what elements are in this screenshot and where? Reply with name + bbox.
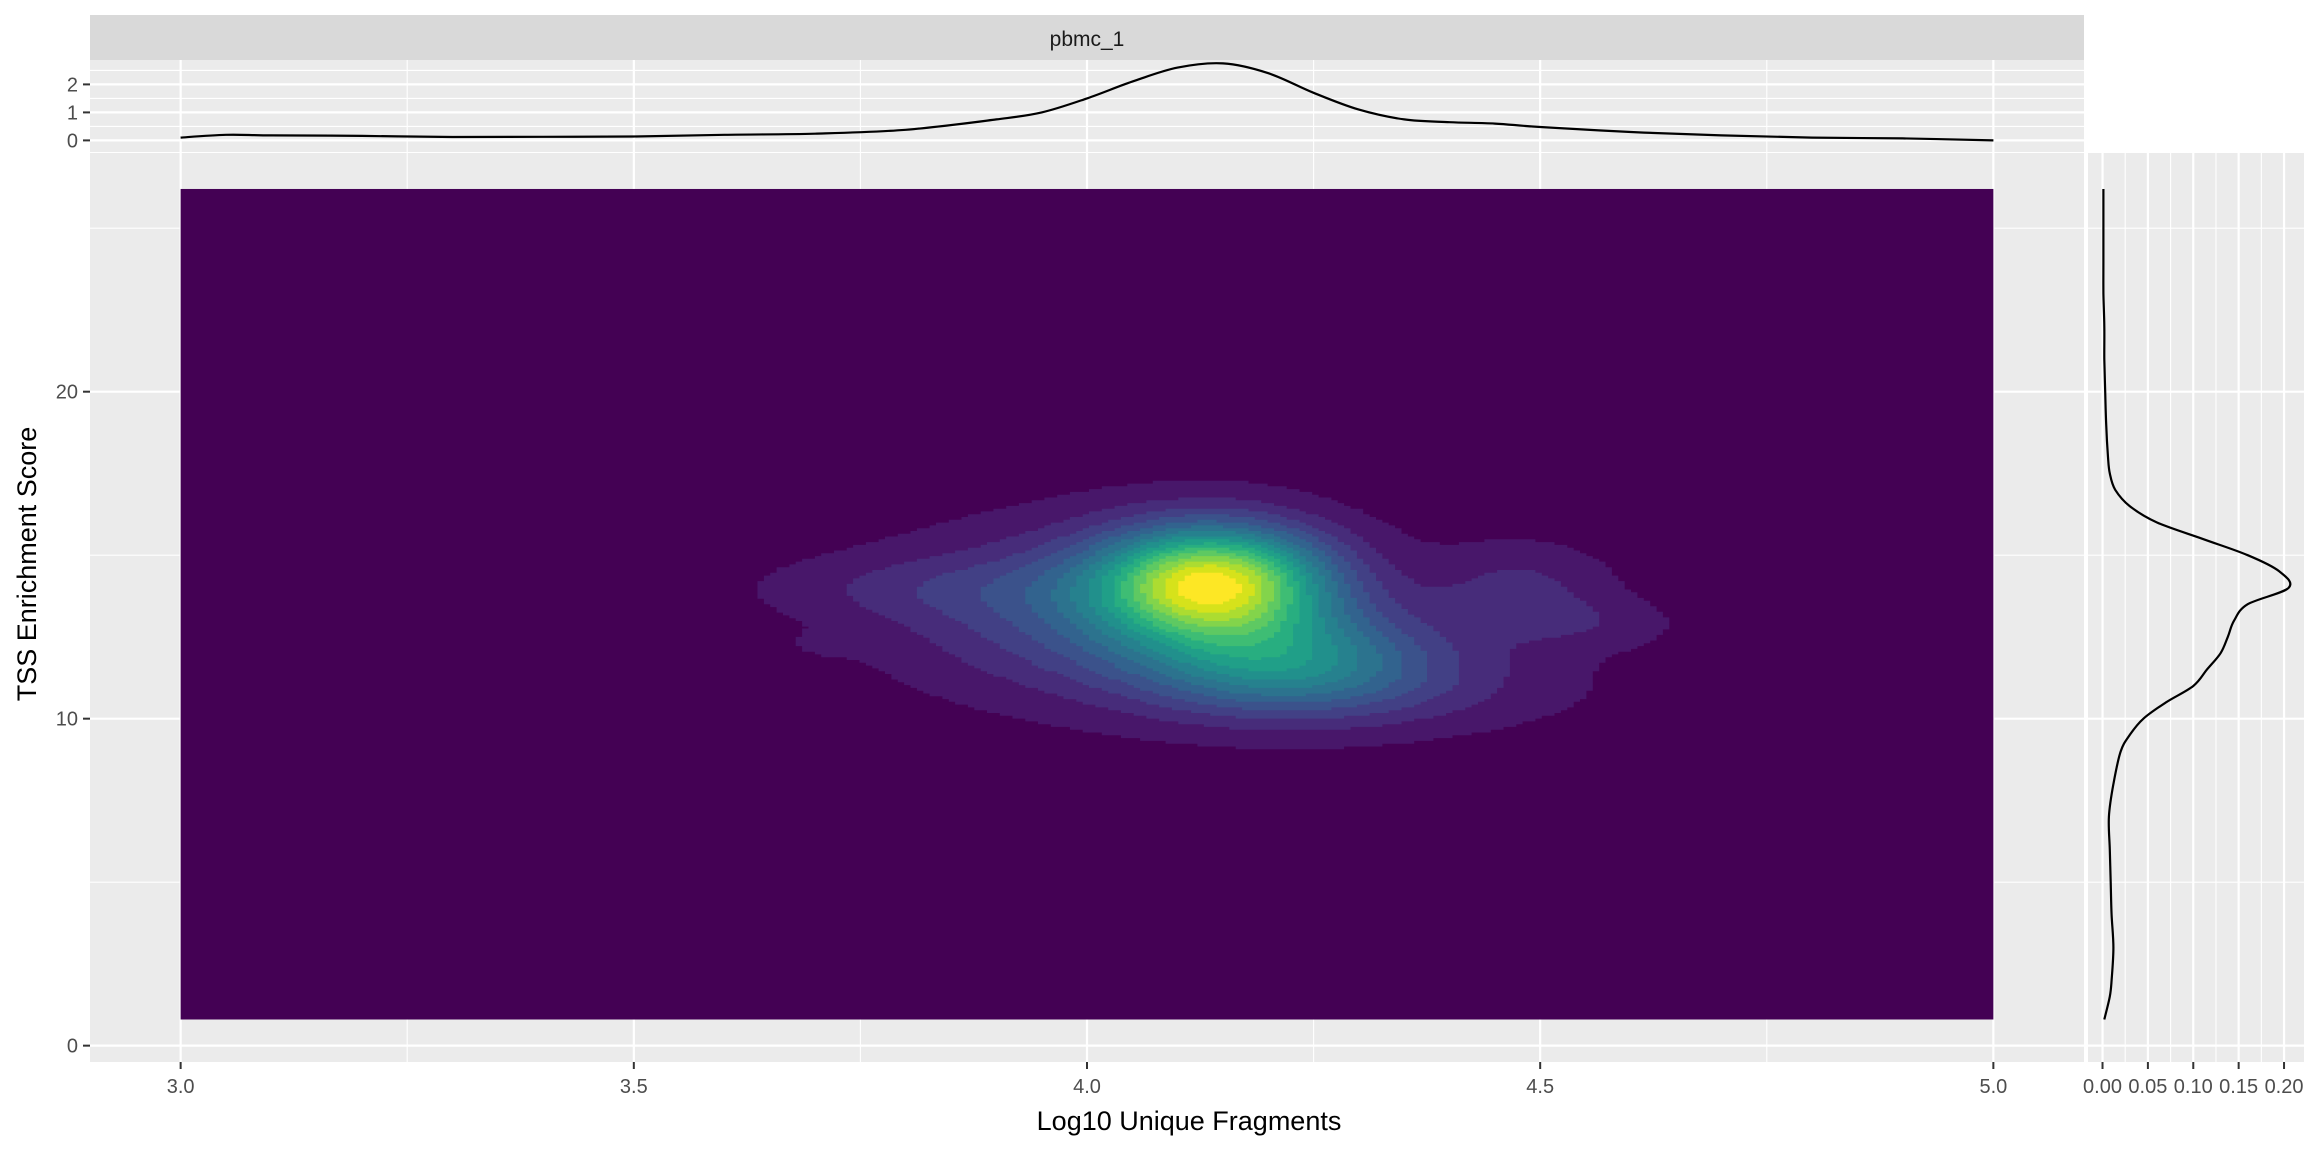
x-axis-title: Log10 Unique Fragments <box>1037 1106 1342 1136</box>
right-x-tick-label: 0.20 <box>2265 1076 2304 1098</box>
y-tick-label: 20 <box>56 382 78 404</box>
right-x-tick-label: 0.00 <box>2083 1076 2122 1098</box>
x-tick-label: 3.5 <box>620 1076 648 1098</box>
right-x-tick-label: 0.10 <box>2174 1076 2213 1098</box>
density-contour-band <box>1178 572 1243 605</box>
x-tick-label: 4.5 <box>1526 1076 1554 1098</box>
y-axis: 0 10 20 <box>56 382 90 1058</box>
top-marginal-density-line <box>180 62 1994 142</box>
right-marginal-background <box>2088 153 2304 1062</box>
right-marginal-grid <box>2088 153 2304 1062</box>
right-marginal-panel: 0.00 0.05 0.10 0.15 0.20 <box>2083 153 2304 1098</box>
right-x-tick-label: 0.15 <box>2219 1076 2258 1098</box>
y-axis-title: TSS Enrichment Score <box>12 427 42 702</box>
main-panel: 3.0 3.5 4.0 4.5 5.0 0 10 20 <box>56 153 2084 1098</box>
top-marginal-panel: 0 1 2 <box>67 60 2084 152</box>
top-y-tick-label: 0 <box>67 130 78 152</box>
top-y-tick-label: 1 <box>67 102 78 124</box>
y-tick-label: 0 <box>67 1036 78 1058</box>
density-contour-fills <box>757 480 1670 750</box>
y-tick-label: 10 <box>56 709 78 731</box>
top-y-tick-label: 2 <box>67 74 78 96</box>
top-marginal-grid <box>90 60 2084 152</box>
right-x-tick-label: 0.05 <box>2128 1076 2167 1098</box>
x-tick-label: 4.0 <box>1073 1076 1101 1098</box>
facet-strip-label: pbmc_1 <box>1050 28 1125 51</box>
x-tick-label: 5.0 <box>1979 1076 2007 1098</box>
x-tick-label: 3.0 <box>167 1076 195 1098</box>
x-axis: 3.0 3.5 4.0 4.5 5.0 <box>167 1062 2007 1098</box>
density-contour-region <box>1178 572 1243 605</box>
facet-strip <box>90 15 2084 60</box>
right-marginal-density-line <box>2102 189 2292 1020</box>
right-marginal-x-axis: 0.00 0.05 0.10 0.15 0.20 <box>2083 1062 2304 1098</box>
top-marginal-y-axis: 0 1 2 <box>67 74 90 152</box>
